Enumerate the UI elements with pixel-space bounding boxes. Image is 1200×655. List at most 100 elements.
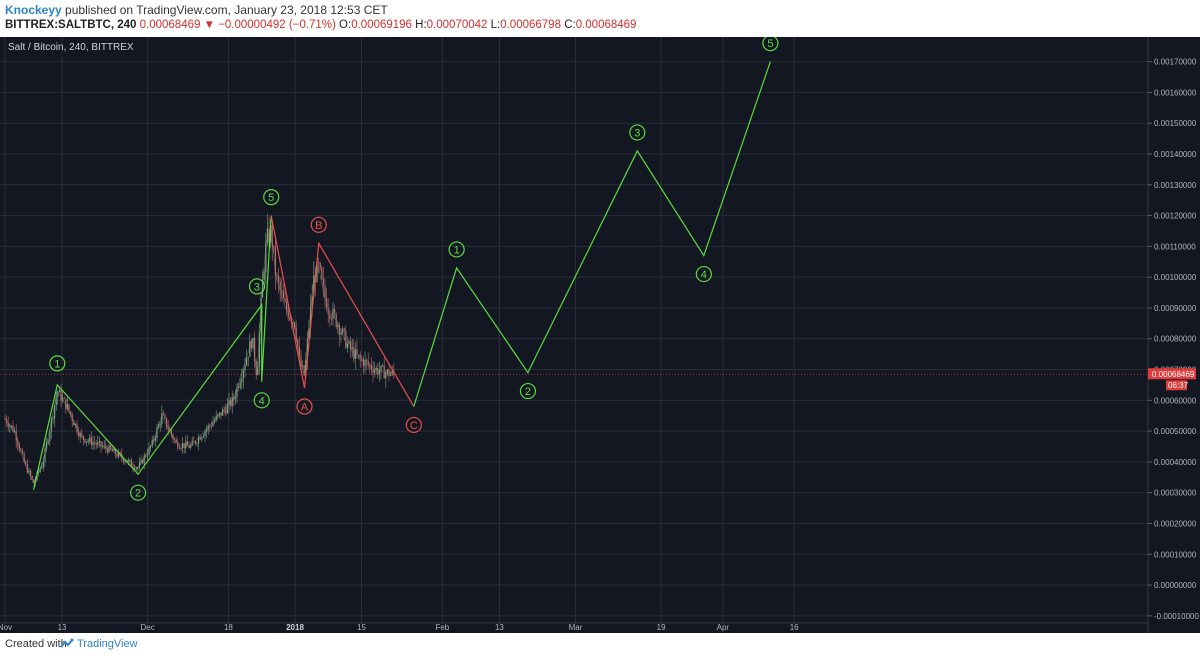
candle-body: [110, 445, 112, 449]
wave-label-4: 4: [701, 269, 707, 281]
down-arrow-icon: ▼: [203, 19, 215, 31]
candle-body: [130, 459, 132, 466]
candle-body: [22, 450, 24, 454]
candle-body: [210, 425, 212, 427]
chart-header: Knockeyy published on TradingView.com, J…: [0, 0, 1200, 36]
candle-body: [378, 371, 380, 375]
x-tick-label: 15: [357, 623, 366, 632]
last-price-tag: 0.00068469 06:37: [0, 368, 1196, 391]
candle-body: [145, 455, 147, 457]
candle-body: [386, 369, 388, 374]
x-tick-label: Nov: [0, 623, 12, 632]
candle-body: [87, 440, 89, 442]
candle-body: [14, 430, 16, 432]
time-axis[interactable]: Nov 13 Dec 18 2018 15 Feb 13 Mar 19 Apr 16: [0, 623, 799, 632]
countdown-tag-bg: [1166, 380, 1187, 391]
candle-body: [362, 359, 364, 367]
candle-body: [38, 471, 40, 473]
candle-body: [250, 341, 252, 349]
candle-body: [100, 441, 102, 447]
y-tick-label: 0.00050000: [1154, 427, 1197, 436]
candle-body: [132, 465, 134, 468]
wave-label-circle: [448, 241, 465, 258]
candle-body: [103, 445, 105, 447]
close-label: C:: [564, 19, 576, 31]
wave-label-1: 1: [454, 244, 460, 256]
candle-body: [161, 413, 163, 425]
x-tick-label: 18: [224, 623, 233, 632]
candle-body: [92, 442, 94, 445]
candle-body: [39, 468, 41, 472]
candle-body: [303, 365, 305, 376]
candle-body: [7, 423, 9, 428]
y-tick-label: -0.00010000: [1154, 612, 1199, 621]
candle-body: [348, 341, 350, 344]
candle-body: [178, 448, 180, 449]
candle-body: [220, 412, 222, 416]
candle-body: [281, 289, 283, 292]
candle-body: [228, 399, 230, 405]
candle-body: [15, 430, 17, 441]
candle-body: [212, 422, 214, 427]
candle-body: [316, 262, 318, 282]
candle-body: [143, 455, 145, 464]
chart-footer: Created with TradingView: [0, 633, 1200, 655]
candle-body: [306, 339, 308, 360]
candle-body: [138, 463, 140, 468]
candle-body: [329, 313, 331, 319]
candle-body: [351, 347, 353, 350]
candle-body: [142, 459, 144, 464]
last-price-tag-bg: [1148, 368, 1196, 380]
y-tick-label: 0.00000000: [1154, 581, 1197, 590]
candle-body: [359, 354, 361, 359]
tradingview-link[interactable]: TradingView: [77, 638, 138, 650]
y-tick-label: 0.00040000: [1154, 458, 1197, 467]
candle-body: [158, 424, 160, 428]
candle-body: [321, 267, 323, 279]
x-tick-label: Apr: [717, 623, 730, 632]
candle-body: [286, 301, 288, 311]
candle-body: [12, 425, 14, 432]
candle-body: [49, 431, 51, 442]
candle-body: [390, 373, 392, 376]
candle-body: [114, 448, 116, 455]
candle-body: [129, 459, 131, 461]
wave-annotations[interactable]: 1 2 3 4 5 A B C 1 2 3 4 5: [32, 35, 779, 501]
candle-body: [242, 370, 244, 379]
candle-body: [254, 337, 256, 362]
candle-body: [207, 425, 209, 430]
wave-label-circle: [405, 416, 422, 434]
candle-body: [310, 306, 312, 329]
candle-body: [374, 369, 376, 373]
price-change: −0.00000492 (−0.71%): [218, 19, 336, 31]
candle-body: [335, 313, 337, 327]
price-chart[interactable]: Salt / Bitcoin, 240, BITTREX 1 2 3 4 5 A B C 1 2 3…: [0, 35, 1200, 633]
candle-body: [234, 396, 236, 400]
published-text: published on TradingView.com, January 23…: [65, 3, 388, 17]
candle-body: [183, 443, 185, 448]
candle-body: [338, 324, 340, 335]
candle-body: [346, 343, 348, 348]
candle-body: [266, 228, 268, 243]
wave-label-circle: [310, 216, 327, 233]
candle-body: [289, 318, 291, 320]
candle-body: [214, 420, 216, 423]
candle-body: [298, 346, 300, 356]
candle-body: [274, 247, 276, 276]
y-tick-label: 0.00110000: [1154, 242, 1196, 251]
open-label: O:: [339, 19, 352, 31]
candle-body: [146, 454, 148, 457]
candle-body: [137, 467, 139, 469]
candle-body: [209, 425, 211, 427]
candle-body: [260, 297, 262, 333]
candle-body: [295, 327, 297, 340]
candle-body: [62, 397, 64, 401]
chart-area[interactable]: Salt / Bitcoin, 240, BITTREX 1 2 3 4 5 A B C 1 2 3…: [0, 35, 1200, 633]
candle-body: [282, 291, 284, 299]
symbol-label: BITTREX:SALTBTC, 240: [5, 19, 137, 31]
countdown-label: 06:37: [1168, 381, 1189, 390]
author-link[interactable]: Knockeyy: [5, 3, 62, 17]
y-tick-label: 0.00130000: [1154, 181, 1197, 190]
candle-body: [188, 445, 190, 448]
candle-body: [215, 415, 217, 421]
